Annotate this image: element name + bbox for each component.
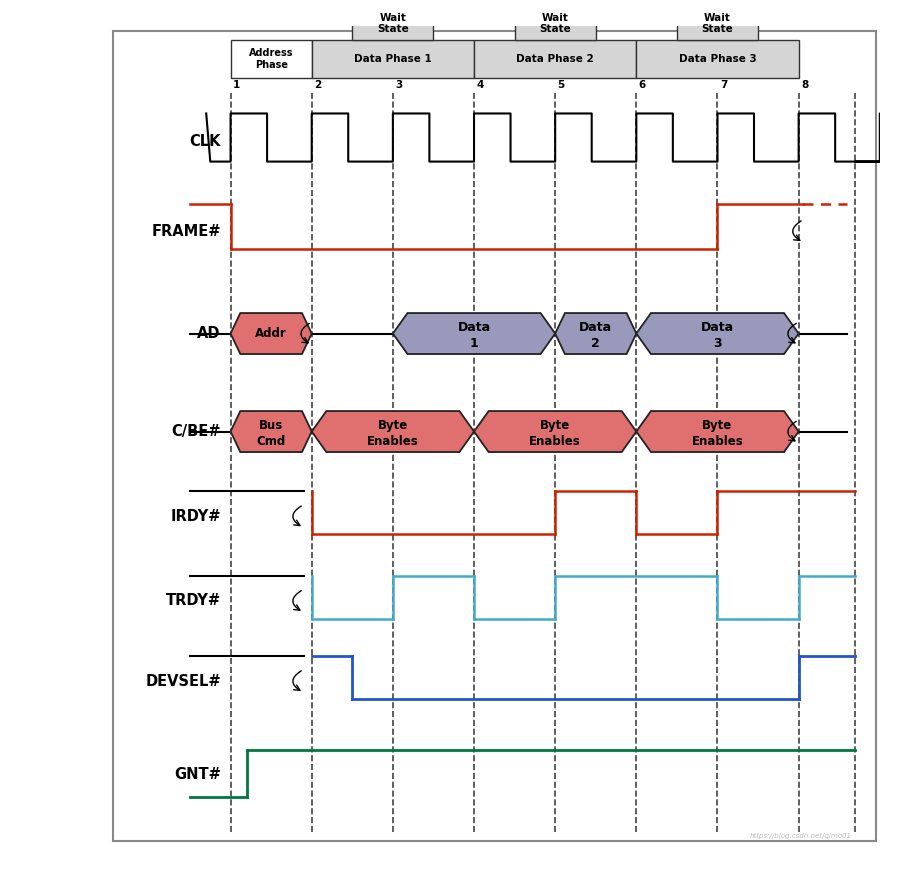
Text: 6: 6 (639, 80, 646, 91)
Text: AD: AD (198, 326, 220, 341)
Text: Data Phase 3: Data Phase 3 (678, 54, 756, 65)
Bar (514, 7, 596, 40)
Text: Data Phase 1: Data Phase 1 (354, 54, 432, 65)
Text: GNT#: GNT# (174, 767, 220, 782)
Text: 3: 3 (395, 80, 403, 91)
Text: Wait
State: Wait State (702, 13, 734, 34)
Text: Cmd: Cmd (257, 435, 286, 448)
Text: CLK: CLK (190, 134, 220, 149)
Text: Byte: Byte (702, 419, 733, 432)
Polygon shape (637, 411, 799, 452)
Bar (352, 7, 434, 40)
Text: DEVSEL#: DEVSEL# (145, 673, 220, 689)
Text: Enables: Enables (367, 435, 419, 448)
Bar (474, 40, 637, 78)
Text: Data: Data (701, 321, 734, 334)
Polygon shape (230, 313, 312, 354)
Text: 2: 2 (591, 337, 600, 350)
Text: IRDY#: IRDY# (171, 508, 220, 524)
Polygon shape (230, 411, 312, 452)
Bar (312, 40, 474, 78)
Text: 1: 1 (470, 337, 478, 350)
Bar (230, 40, 312, 78)
Bar (637, 40, 799, 78)
Text: Wait
State: Wait State (377, 13, 409, 34)
Text: Enables: Enables (530, 435, 581, 448)
Text: FRAME#: FRAME# (151, 223, 220, 239)
Polygon shape (393, 313, 555, 354)
Polygon shape (555, 313, 637, 354)
Text: Enables: Enables (692, 435, 744, 448)
Polygon shape (637, 313, 799, 354)
Bar (677, 7, 758, 40)
Text: C/BE#: C/BE# (171, 424, 220, 439)
Text: Data: Data (580, 321, 612, 334)
Text: 5: 5 (558, 80, 565, 91)
Text: 4: 4 (476, 80, 483, 91)
Text: 8: 8 (801, 80, 808, 91)
Text: 1: 1 (233, 80, 240, 91)
Text: Addr: Addr (255, 327, 287, 340)
Text: TRDY#: TRDY# (166, 593, 220, 609)
Text: Byte: Byte (377, 419, 408, 432)
Text: 7: 7 (720, 80, 727, 91)
Text: Bus: Bus (259, 419, 283, 432)
Text: 2: 2 (314, 80, 321, 91)
Text: Data Phase 2: Data Phase 2 (516, 54, 594, 65)
Text: Data: Data (457, 321, 491, 334)
Text: Byte: Byte (540, 419, 571, 432)
Text: 3: 3 (713, 337, 722, 350)
Text: https://blog.csdn.net/qimo01: https://blog.csdn.net/qimo01 (749, 833, 852, 839)
Text: Wait
State: Wait State (540, 13, 571, 34)
Text: Address
Phase: Address Phase (249, 48, 293, 70)
Polygon shape (474, 411, 637, 452)
Polygon shape (312, 411, 474, 452)
